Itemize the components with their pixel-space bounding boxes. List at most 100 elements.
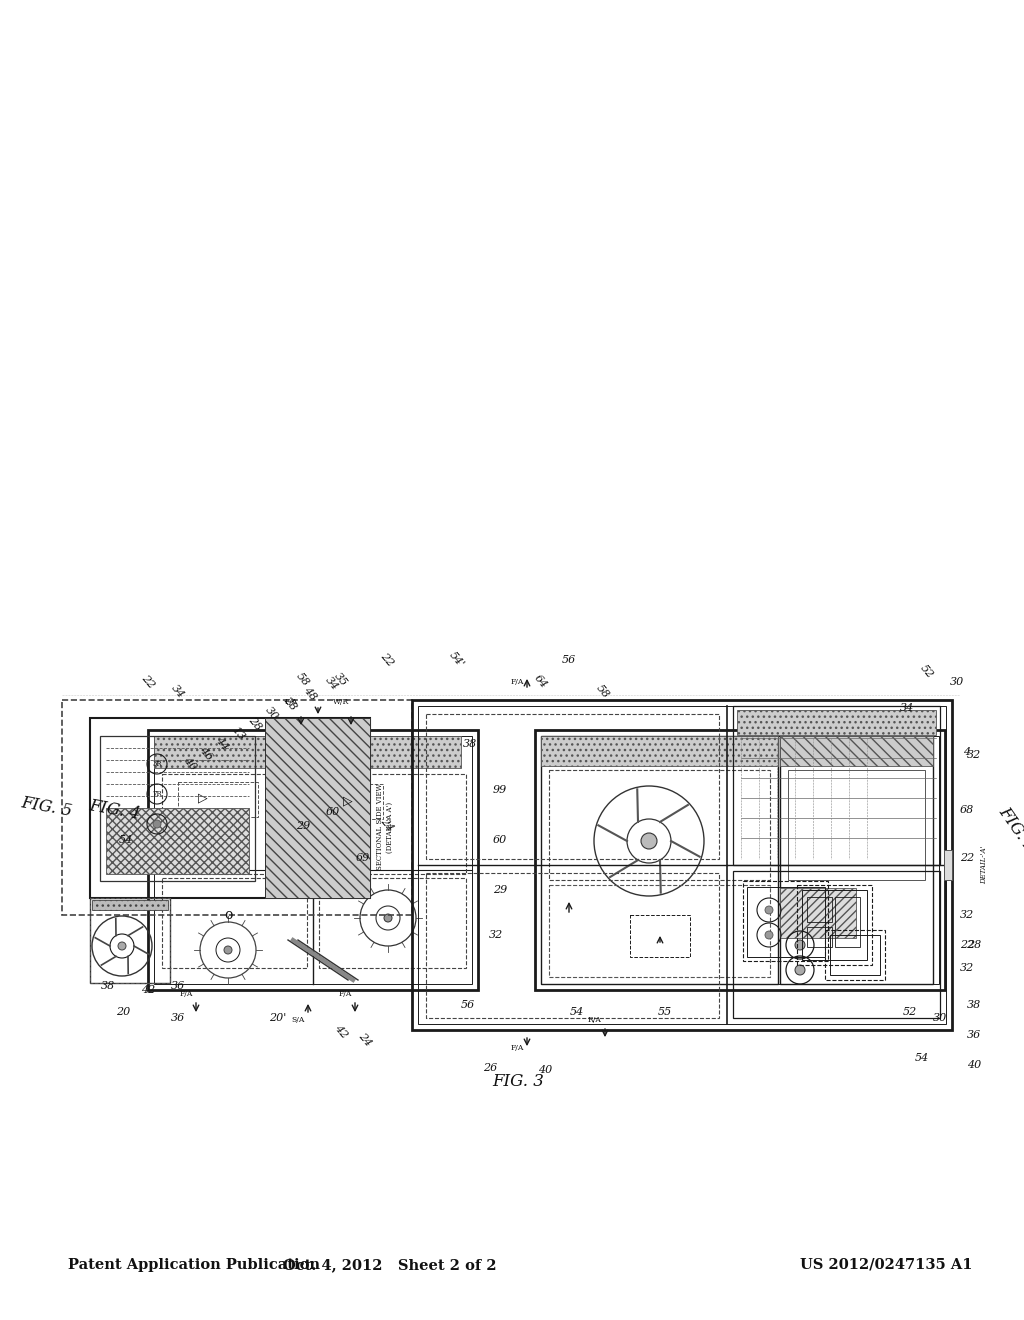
Bar [541, 737, 778, 766]
Text: F/A: F/A [179, 990, 193, 998]
Bar [630, 915, 690, 957]
Circle shape [765, 906, 773, 913]
Bar [737, 710, 936, 735]
Text: 44: 44 [214, 735, 230, 752]
Bar [746, 887, 825, 957]
Text: 48: 48 [302, 685, 318, 702]
Bar [319, 774, 466, 874]
Text: 29: 29 [296, 821, 310, 832]
Text: 22: 22 [959, 940, 974, 950]
Text: 22: 22 [959, 853, 974, 863]
Text: 42: 42 [333, 1023, 349, 1040]
Bar [162, 878, 307, 968]
Circle shape [641, 833, 657, 849]
Text: 68: 68 [959, 805, 974, 814]
Text: 38: 38 [101, 981, 115, 991]
Text: 30: 30 [933, 1012, 947, 1023]
Text: 4: 4 [964, 747, 971, 756]
Bar [154, 737, 472, 983]
Text: 69: 69 [356, 853, 370, 863]
Text: W/R: W/R [333, 698, 349, 706]
Text: 24: 24 [356, 1031, 374, 1048]
Text: 28: 28 [282, 696, 298, 713]
Bar [265, 718, 370, 898]
Text: 32: 32 [959, 964, 974, 973]
Text: 34: 34 [900, 704, 914, 713]
Text: 54': 54' [447, 651, 466, 669]
Bar [162, 774, 307, 874]
Text: 56: 56 [562, 655, 577, 665]
Text: FIG. 3: FIG. 3 [492, 1073, 544, 1090]
Text: 60: 60 [326, 807, 340, 817]
Text: 29: 29 [493, 884, 507, 895]
Bar [154, 737, 312, 768]
Text: 20: 20 [116, 1007, 130, 1016]
Text: 52: 52 [919, 664, 935, 681]
Text: 32: 32 [959, 909, 974, 920]
Text: FIG. 2: FIG. 2 [995, 804, 1024, 857]
Text: ▷: ▷ [199, 792, 208, 804]
Bar [549, 884, 770, 977]
Bar [733, 706, 940, 865]
Text: 35: 35 [333, 672, 349, 689]
Text: 60: 60 [493, 836, 507, 845]
Text: S/A: S/A [291, 1016, 305, 1024]
Bar [148, 730, 478, 990]
Text: 32: 32 [488, 931, 503, 940]
Text: 99: 99 [493, 785, 507, 795]
Bar [92, 900, 168, 909]
Text: Oct. 4, 2012   Sheet 2 of 2: Oct. 4, 2012 Sheet 2 of 2 [284, 1258, 497, 1272]
Bar [418, 706, 946, 1024]
Text: Patent Application Publication: Patent Application Publication [68, 1258, 319, 1272]
Text: 30: 30 [950, 677, 965, 686]
Bar [944, 850, 952, 880]
Text: 56: 56 [461, 1001, 475, 1010]
Bar [835, 898, 860, 946]
Bar [788, 770, 925, 880]
Bar [412, 700, 952, 1030]
Text: 28: 28 [247, 715, 263, 733]
Text: F/A: F/A [510, 678, 523, 686]
Text: 24: 24 [379, 816, 395, 834]
Circle shape [795, 965, 805, 975]
Circle shape [224, 946, 232, 954]
Bar [106, 808, 249, 874]
Text: 38: 38 [967, 1001, 981, 1010]
Text: FIG. 4: FIG. 4 [88, 797, 142, 822]
Bar [426, 873, 719, 1018]
Bar [780, 737, 933, 766]
Bar [825, 931, 885, 979]
Circle shape [384, 913, 392, 921]
Text: 36: 36 [171, 981, 185, 991]
Text: 64: 64 [532, 673, 550, 690]
Bar [306, 730, 314, 770]
Text: 54: 54 [914, 1053, 929, 1063]
Bar [265, 718, 370, 898]
Text: 26: 26 [483, 1063, 497, 1073]
Bar [780, 888, 856, 939]
Bar [549, 770, 770, 880]
Text: SECTIONAL SIDE VIEW
(DETAIL-'A A'): SECTIONAL SIDE VIEW (DETAIL-'A A') [377, 784, 393, 870]
Text: 40: 40 [538, 1065, 552, 1074]
Text: 40: 40 [967, 1060, 981, 1071]
Text: 34: 34 [324, 676, 340, 693]
Text: R/A: R/A [588, 1016, 602, 1024]
Bar [90, 718, 370, 898]
Text: DETAIL-'A': DETAIL-'A' [980, 846, 988, 884]
Text: 22: 22 [379, 651, 395, 669]
Text: FIG. 5: FIG. 5 [20, 795, 74, 820]
Text: 30: 30 [263, 705, 281, 722]
Bar [780, 737, 933, 983]
Text: 28: 28 [967, 940, 981, 950]
Bar [62, 700, 412, 915]
Bar [178, 781, 258, 817]
Bar [830, 935, 880, 975]
Bar [319, 878, 466, 968]
Text: 52: 52 [903, 1007, 918, 1016]
Text: F/A: F/A [338, 990, 351, 998]
Text: 54: 54 [119, 836, 133, 845]
Bar [426, 714, 719, 859]
Bar [807, 898, 831, 921]
Circle shape [795, 940, 805, 950]
Bar [733, 871, 940, 1018]
